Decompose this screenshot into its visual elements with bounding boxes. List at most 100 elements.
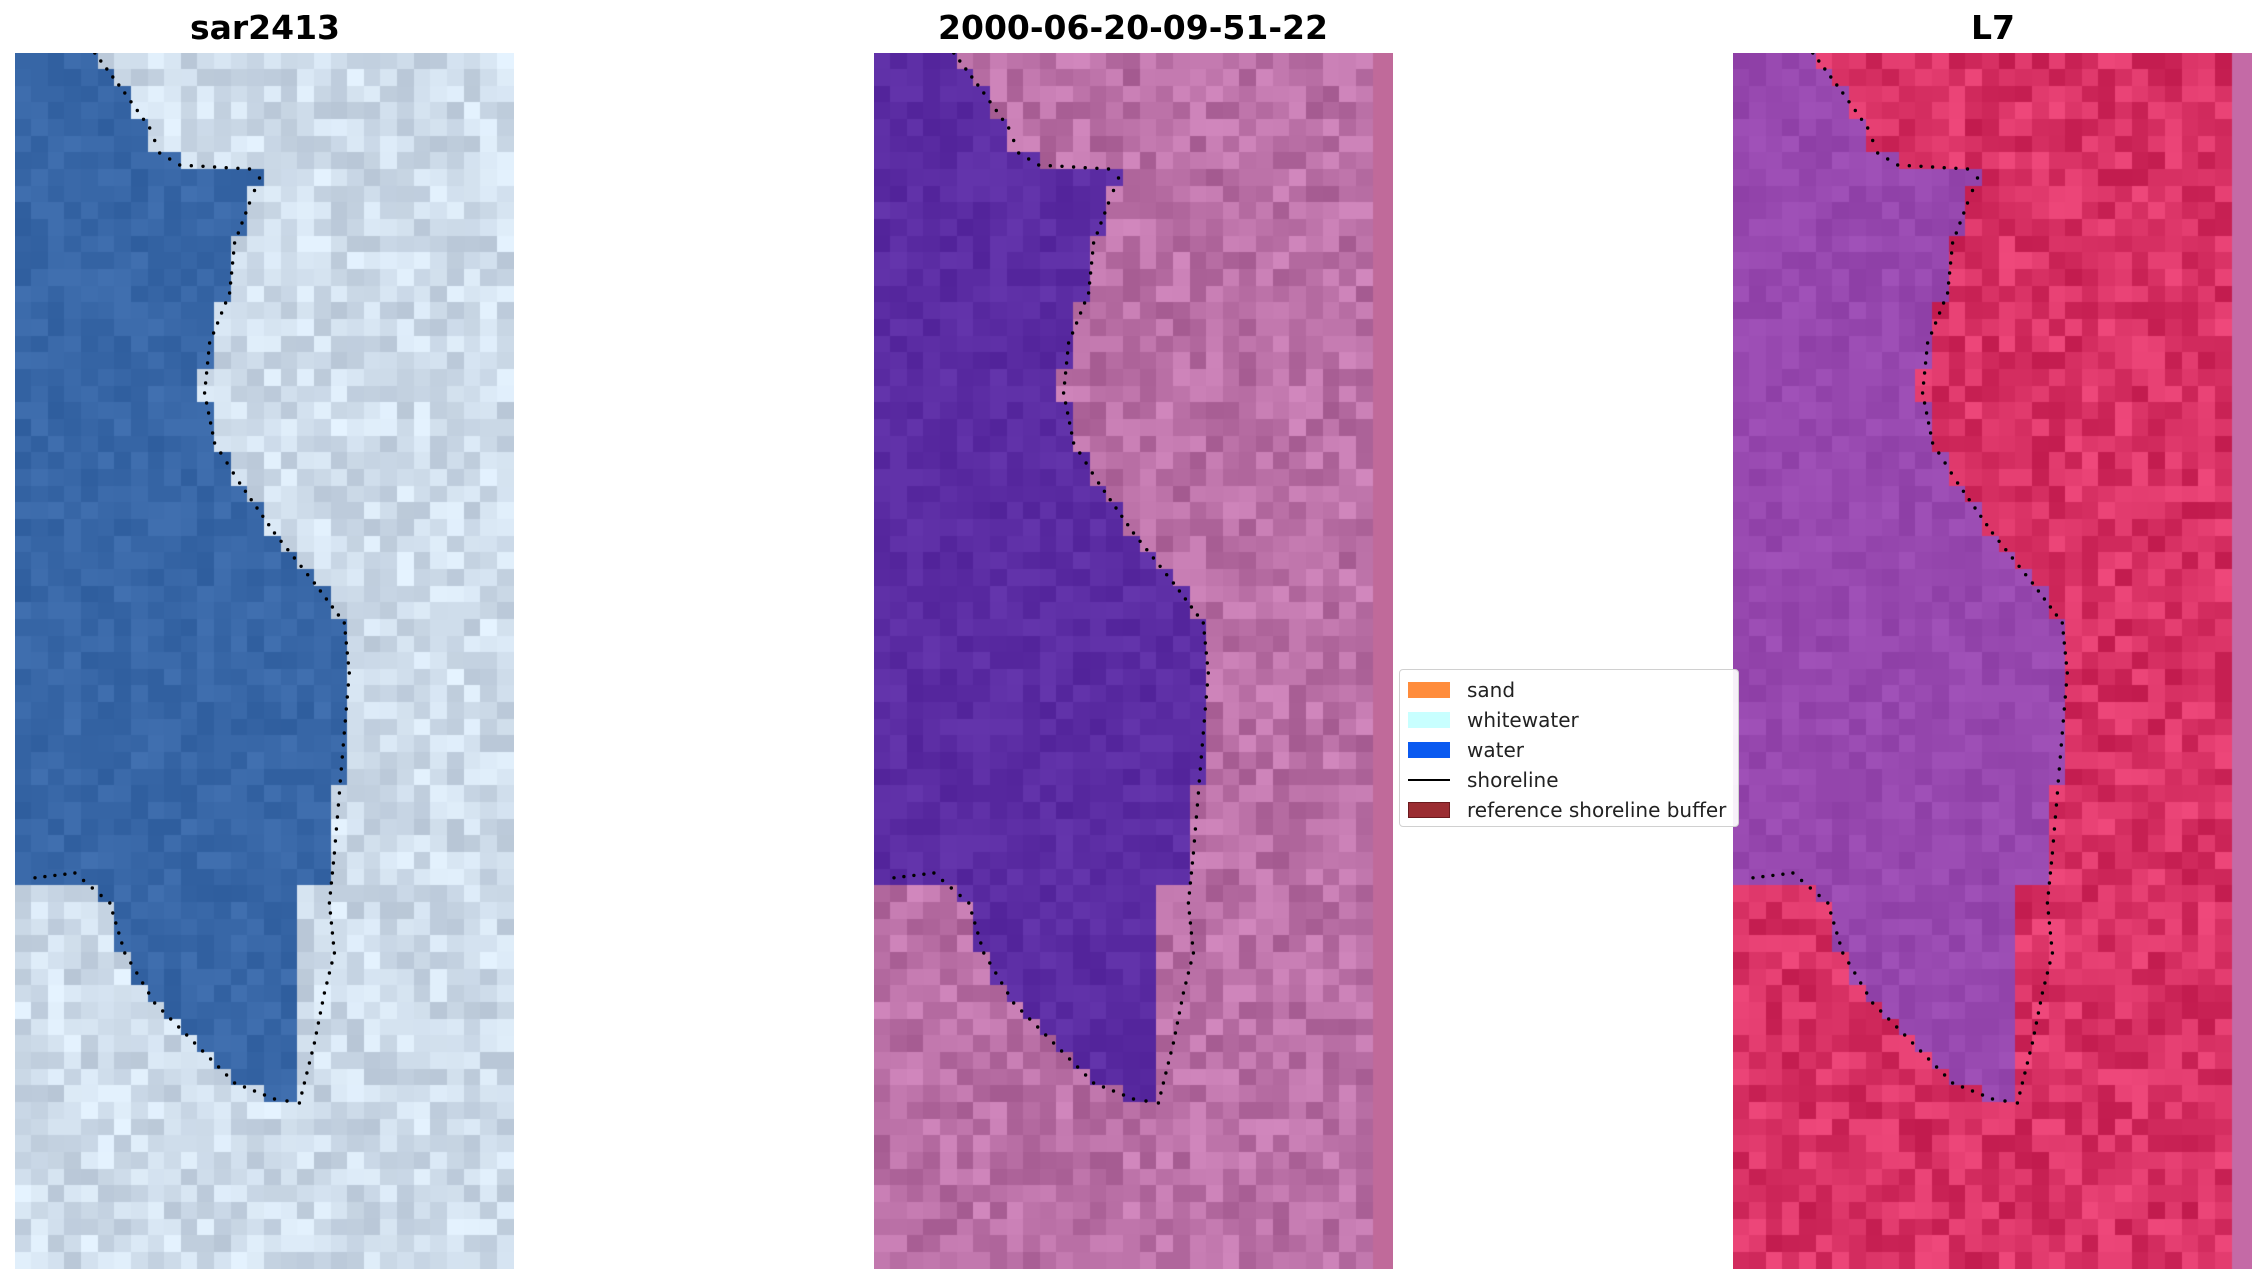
shoreline-point xyxy=(339,767,343,771)
shoreline-point xyxy=(1095,166,1099,170)
shoreline-point xyxy=(285,1099,289,1103)
shoreline-point xyxy=(1961,489,1966,493)
shoreline-point xyxy=(2047,921,2052,925)
shoreline-point xyxy=(1866,126,1870,130)
shoreline-point xyxy=(2063,695,2067,699)
shoreline-point xyxy=(93,53,97,55)
shoreline-point xyxy=(1204,651,1208,655)
shoreline-point xyxy=(2050,851,2055,855)
shoreline-point xyxy=(1197,779,1201,783)
legend-item-sand: sand xyxy=(1408,675,1515,705)
shoreline-point xyxy=(307,1061,312,1065)
shoreline-point xyxy=(212,165,217,169)
shoreline-point xyxy=(216,1065,221,1069)
shoreline-point xyxy=(1096,481,1101,485)
shoreline-point xyxy=(1059,1049,1064,1053)
shoreline-point xyxy=(1158,564,1162,568)
shoreline-point xyxy=(1954,166,1958,170)
shoreline-point xyxy=(1156,1101,1161,1105)
shoreline-point xyxy=(1929,331,1934,335)
shoreline-point xyxy=(1979,514,1983,518)
shoreline-point xyxy=(215,321,220,325)
shoreline-point xyxy=(111,911,115,915)
shoreline-point xyxy=(1771,873,1775,878)
shoreline-point xyxy=(1205,661,1209,665)
shoreline-point xyxy=(318,589,323,593)
shoreline-point xyxy=(1965,167,1970,171)
shoreline-point xyxy=(2043,981,2047,985)
shoreline-point xyxy=(1091,1081,1096,1085)
shoreline-point xyxy=(2049,941,2054,945)
shoreline-point xyxy=(2054,613,2059,617)
shoreline-point xyxy=(1171,581,1176,585)
shoreline-point xyxy=(2045,901,2050,905)
shoreline-point xyxy=(1087,281,1092,285)
shoreline-point xyxy=(1131,1097,1136,1101)
shoreline-point xyxy=(1973,506,1977,510)
shoreline-point xyxy=(973,921,977,925)
shoreline-point xyxy=(1838,941,1842,945)
shoreline-point xyxy=(286,548,290,552)
shoreline-point xyxy=(320,1001,325,1005)
shoreline-point xyxy=(305,1071,309,1075)
shoreline-point xyxy=(236,231,240,235)
shoreline-point xyxy=(330,871,335,875)
shoreline-point xyxy=(2024,573,2028,577)
shoreline-point xyxy=(2065,671,2069,675)
shoreline-point xyxy=(178,163,182,167)
shoreline-point xyxy=(922,872,926,876)
shoreline-point xyxy=(1083,166,1087,170)
shoreline-point xyxy=(2036,1011,2041,1015)
shoreline-point xyxy=(1116,176,1121,180)
shoreline-point xyxy=(228,281,233,285)
shoreline-point xyxy=(208,1057,213,1061)
shoreline-point xyxy=(1200,743,1204,747)
shoreline-point xyxy=(1099,221,1103,225)
shoreline-point xyxy=(337,791,342,795)
shoreline-point xyxy=(1071,441,1076,445)
shoreline-point xyxy=(1823,67,1827,71)
shoreline-point xyxy=(1186,971,1191,975)
shoreline-point xyxy=(1086,291,1091,295)
shoreline-point xyxy=(1000,117,1005,122)
shoreline-point xyxy=(1926,421,1931,425)
shoreline-point xyxy=(1958,221,1962,225)
reference-buffer-swatch xyxy=(1408,802,1450,818)
shoreline-point xyxy=(2023,1071,2027,1075)
shoreline-point xyxy=(177,1025,181,1029)
shoreline-point xyxy=(204,401,209,405)
shoreline-point xyxy=(1084,461,1088,465)
shoreline-point xyxy=(1970,1089,1975,1093)
shoreline-point xyxy=(1907,164,1911,168)
shoreline-point xyxy=(297,1101,302,1105)
shoreline-point xyxy=(261,514,265,518)
shoreline-point xyxy=(1065,351,1070,355)
shoreline-point xyxy=(129,961,133,965)
shoreline-point xyxy=(1937,311,1942,315)
shoreline-point xyxy=(332,851,337,855)
shoreline-point xyxy=(252,1089,257,1093)
shoreline-point xyxy=(2063,651,2067,655)
shoreline-point xyxy=(1175,1021,1180,1025)
shoreline-point xyxy=(272,1097,277,1101)
shoreline-point xyxy=(1933,321,1938,325)
shoreline-point xyxy=(1062,381,1067,385)
shoreline-point xyxy=(53,873,57,878)
shoreline-point xyxy=(247,201,252,205)
shoreline-point xyxy=(1910,1041,1915,1045)
shoreline-point xyxy=(135,108,139,113)
shoreline-point xyxy=(1942,1073,1947,1077)
shoreline-point xyxy=(1090,471,1094,475)
shoreline-point xyxy=(1761,874,1765,879)
shoreline-point xyxy=(1069,431,1074,435)
shoreline-point xyxy=(1111,188,1116,193)
shoreline-point xyxy=(1781,872,1785,876)
shoreline-point xyxy=(1189,605,1194,609)
shoreline-point xyxy=(1791,871,1795,875)
shoreline-point xyxy=(242,1085,247,1089)
shoreline-point xyxy=(2062,641,2066,645)
shoreline-point xyxy=(224,166,228,170)
shoreline-point xyxy=(2042,597,2047,601)
shoreline-point xyxy=(153,138,157,143)
shoreline-point xyxy=(169,1017,173,1021)
